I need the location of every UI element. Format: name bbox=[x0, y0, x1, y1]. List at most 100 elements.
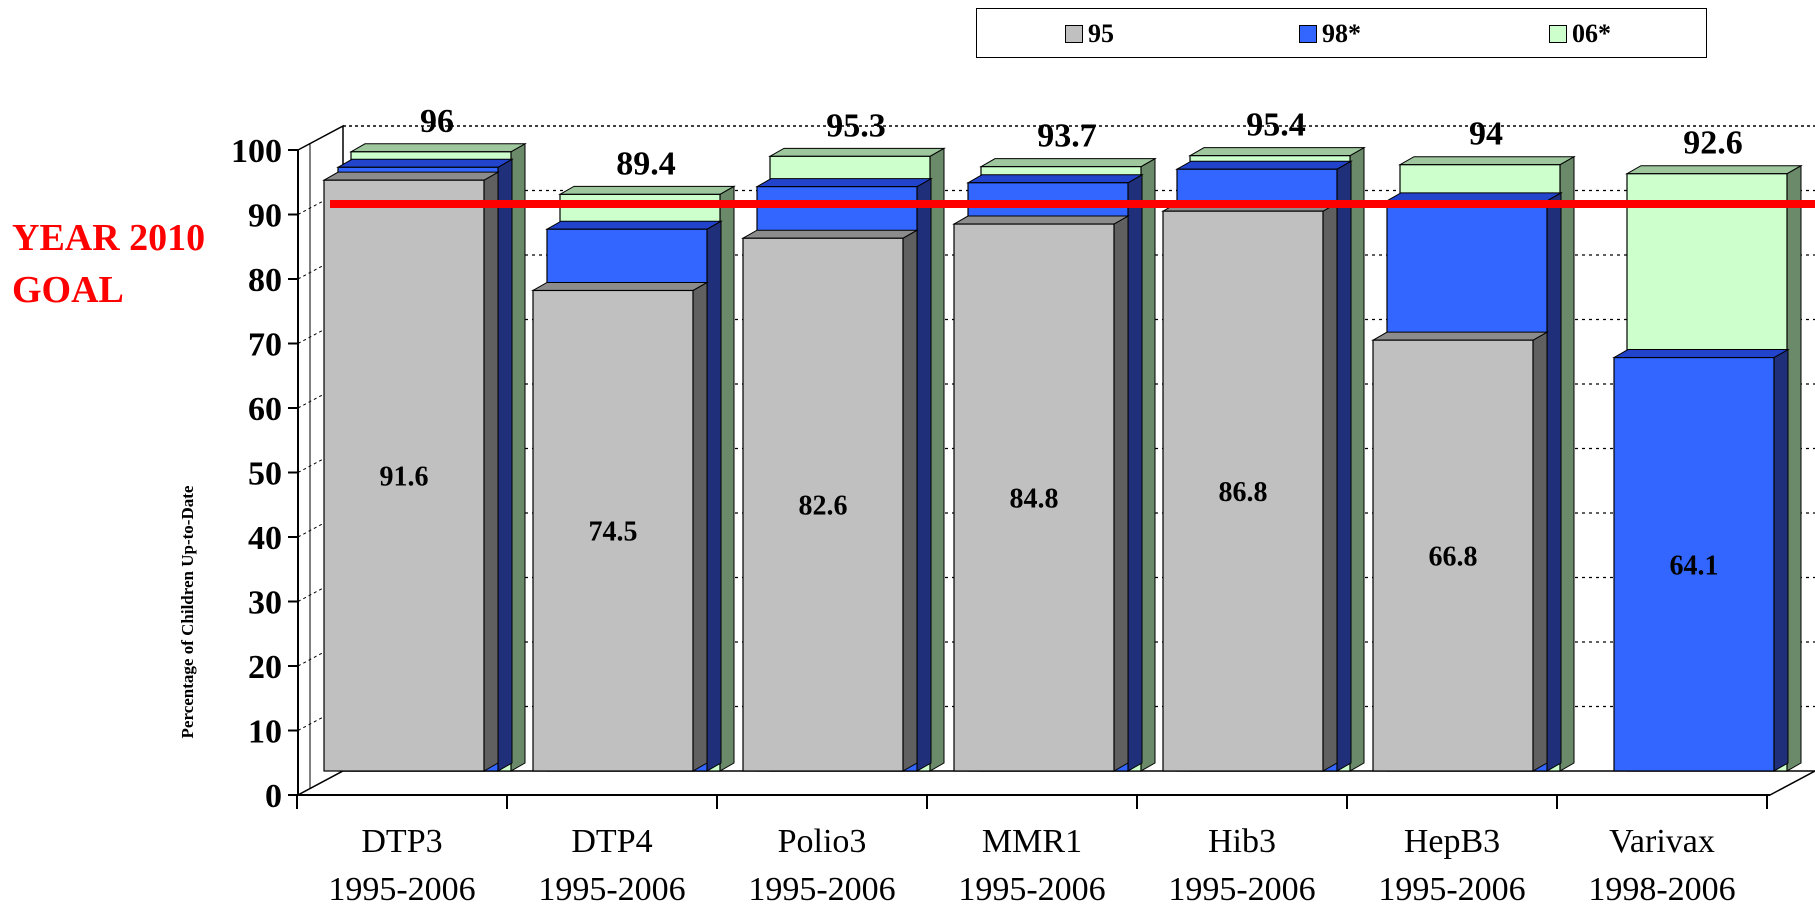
y-tick-label-70: 70 bbox=[248, 327, 282, 364]
bar-hib3-series-1-side bbox=[1336, 160, 1352, 772]
value-label-top-hib3: 95.4 bbox=[1246, 107, 1306, 144]
bar-polio3-series-1-top bbox=[755, 178, 933, 188]
legend-label-95: 95 bbox=[1088, 19, 1114, 48]
x-label-dtp4: DTP4 bbox=[571, 823, 652, 860]
value-label-inside-mmr1: 84.8 bbox=[1010, 484, 1059, 515]
y-tick-label-60: 60 bbox=[248, 391, 282, 428]
goal-label: YEAR 2010 GOAL bbox=[12, 212, 205, 316]
x-label-period-varivax: 1998-2006 bbox=[1588, 871, 1735, 908]
x-label-dtp3: DTP3 bbox=[361, 823, 442, 860]
x-label-period-hepb3: 1995-2006 bbox=[1378, 871, 1525, 908]
bar-dtp4-series-0 bbox=[532, 289, 694, 772]
legend-swatch-06 bbox=[1549, 25, 1567, 43]
bar-dtp4-series-1-top bbox=[545, 220, 723, 230]
legend-label-98: 98* bbox=[1322, 19, 1361, 48]
bar-hepb3-series-2-top bbox=[1398, 156, 1576, 166]
y-tick-label-90: 90 bbox=[248, 198, 282, 235]
bar-hepb3-series-0-side bbox=[1532, 331, 1548, 772]
x-label-hib3: Hib3 bbox=[1208, 823, 1276, 860]
bar-hepb3-series-2-side bbox=[1559, 155, 1575, 772]
value-label-top-polio3: 95.3 bbox=[826, 107, 886, 144]
bar-dtp4-series-2-side bbox=[719, 185, 735, 772]
bar-mmr1-series-1-side bbox=[1127, 173, 1143, 772]
y-tick-label-100: 100 bbox=[231, 133, 282, 170]
x-label-period-polio3: 1995-2006 bbox=[748, 871, 895, 908]
bar-polio3-series-0-top bbox=[741, 229, 919, 239]
bar-varivax-series-1-top bbox=[1612, 349, 1790, 359]
value-label-top-hepb3: 94 bbox=[1469, 116, 1503, 153]
legend-swatch-95 bbox=[1065, 25, 1083, 43]
x-label-period-mmr1: 1995-2006 bbox=[958, 871, 1105, 908]
bar-mmr1-series-1-top bbox=[966, 174, 1144, 184]
value-label-top-dtp4: 89.4 bbox=[616, 145, 676, 182]
bar-hib3-series-1-top bbox=[1175, 160, 1353, 170]
value-label-inside-dtp3: 91.6 bbox=[380, 462, 429, 493]
y-tick-label-50: 50 bbox=[248, 456, 282, 493]
value-label-inside-dtp4: 74.5 bbox=[589, 517, 638, 548]
bar-dtp4-series-0-top bbox=[531, 281, 709, 291]
bar-polio3-series-2-top bbox=[768, 147, 946, 157]
x-label-mmr1: MMR1 bbox=[982, 823, 1082, 860]
y-tick-label-40: 40 bbox=[248, 520, 282, 557]
x-label-polio3: Polio3 bbox=[778, 823, 867, 860]
value-label-inside-varivax: 64.1 bbox=[1670, 550, 1719, 581]
bar-hib3-series-2-top bbox=[1188, 147, 1366, 157]
goal-label-line1: YEAR 2010 bbox=[12, 217, 206, 259]
bar-dtp4-series-2-top bbox=[558, 185, 736, 195]
y-tick-label-20: 20 bbox=[248, 649, 282, 686]
y-tick-label-80: 80 bbox=[248, 262, 282, 299]
legend: 95 98* 06* bbox=[976, 8, 1707, 58]
legend-item-98: 98* bbox=[1299, 21, 1361, 47]
bar-varivax-series-1 bbox=[1613, 356, 1775, 772]
x-label-period-dtp4: 1995-2006 bbox=[538, 871, 685, 908]
y-tick-label-0: 0 bbox=[265, 778, 282, 815]
bar-dtp4-series-1-side bbox=[706, 220, 722, 772]
bar-mmr1-series-2-top bbox=[979, 158, 1157, 168]
y-tick-label-30: 30 bbox=[248, 585, 282, 622]
bar-dtp4-series-0-side bbox=[692, 281, 708, 772]
bar-polio3-series-0 bbox=[742, 237, 904, 772]
bar-mmr1-series-0 bbox=[953, 223, 1115, 772]
bar-mmr1-series-2-side bbox=[1140, 157, 1156, 772]
x-label-hepb3: HepB3 bbox=[1404, 823, 1500, 860]
bar-dtp3-series-1-top bbox=[336, 158, 514, 168]
bar-hib3-series-0-side bbox=[1322, 202, 1338, 772]
value-label-inside-hib3: 86.8 bbox=[1219, 477, 1268, 508]
goal-label-line2: GOAL bbox=[12, 269, 124, 311]
bar-polio3-series-2-side bbox=[929, 147, 945, 772]
y-tick-label-10: 10 bbox=[248, 714, 282, 751]
bar-dtp3-series-0-side bbox=[483, 171, 499, 772]
bar-dtp3-series-2-top bbox=[349, 143, 527, 153]
x-label-period-hib3: 1995-2006 bbox=[1168, 871, 1315, 908]
bar-dtp3-series-2-side bbox=[510, 142, 526, 772]
bar-hepb3-series-0 bbox=[1372, 339, 1534, 772]
bar-varivax-series-1-side bbox=[1773, 348, 1789, 772]
y-axis-title-text: Percentage of Children Up-to-Date bbox=[178, 485, 197, 739]
bar-hepb3-series-1-top bbox=[1385, 192, 1563, 202]
value-label-top-varivax: 92.6 bbox=[1683, 125, 1743, 162]
bar-dtp3-series-0 bbox=[323, 179, 485, 772]
bar-dtp3-series-0-top bbox=[322, 171, 500, 181]
bar-hib3-series-0 bbox=[1162, 210, 1324, 772]
bar-varivax-series-2-top bbox=[1625, 165, 1803, 175]
legend-swatch-98 bbox=[1299, 25, 1317, 43]
bar-polio3-series-1-side bbox=[916, 177, 932, 772]
legend-item-95: 95 bbox=[1065, 21, 1114, 47]
value-label-top-dtp3: 96 bbox=[420, 103, 454, 140]
bar-varivax-series-2-side bbox=[1786, 164, 1802, 772]
bar-hepb3-series-1-side bbox=[1546, 191, 1562, 772]
value-label-inside-hepb3: 66.8 bbox=[1429, 542, 1478, 573]
bar-polio3-series-0-side bbox=[902, 229, 918, 772]
value-label-inside-polio3: 82.6 bbox=[799, 491, 848, 522]
legend-label-06: 06* bbox=[1572, 19, 1611, 48]
bar-hib3-series-2-side bbox=[1349, 146, 1365, 772]
legend-item-06: 06* bbox=[1549, 21, 1611, 47]
value-label-top-mmr1: 93.7 bbox=[1037, 118, 1097, 155]
x-label-varivax: Varivax bbox=[1609, 823, 1715, 860]
x-label-period-dtp3: 1995-2006 bbox=[328, 871, 475, 908]
bar-dtp3-series-1-side bbox=[497, 158, 513, 772]
plot-floor bbox=[297, 770, 1815, 796]
bar-mmr1-series-0-side bbox=[1113, 215, 1129, 772]
bar-hepb3-series-0-top bbox=[1371, 331, 1549, 341]
